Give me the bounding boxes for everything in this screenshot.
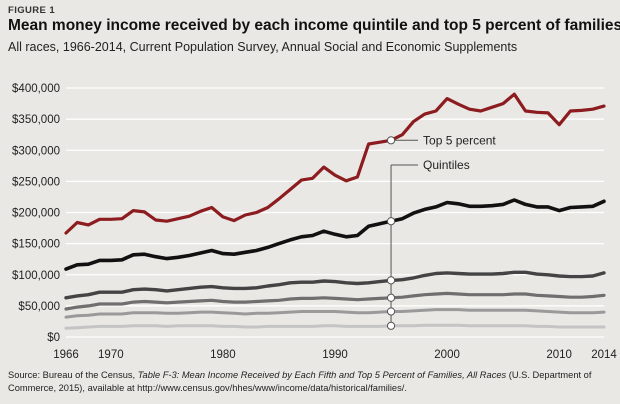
y-tick-label: $0 xyxy=(47,332,60,344)
series-line-second_quintile xyxy=(64,308,606,319)
series-line-highest_quintile xyxy=(64,198,606,271)
marker-top5 xyxy=(386,136,396,145)
x-tick-label: 1990 xyxy=(322,349,348,361)
source-note: Source: Bureau of the Census, Table F-3:… xyxy=(8,369,612,394)
source-suffix: (U.S. Department of Commerce, 2015), ava… xyxy=(8,370,592,393)
y-tick-label: $100,000 xyxy=(12,270,60,282)
top5-annotation-label: Top 5 percent xyxy=(423,133,496,147)
x-tick-label: 2010 xyxy=(546,349,572,361)
figure-label: FIGURE 1 xyxy=(8,5,56,16)
x-tick-label: 1966 xyxy=(53,349,79,361)
y-tick-label: $150,000 xyxy=(12,239,60,251)
series-line-third_quintile xyxy=(64,291,606,311)
marker-third_quintile xyxy=(386,293,396,302)
y-tick-label: $50,000 xyxy=(18,301,60,313)
x-tick-label: 1970 xyxy=(98,349,124,361)
marker-fourth_quintile xyxy=(386,276,396,285)
quintiles-annotation-label: Quintiles xyxy=(423,158,470,172)
line-chart: $0 $50,000 $100,000 $150,000 $200,000 $250,00… xyxy=(12,83,617,361)
marker-lowest_quintile xyxy=(386,321,396,330)
series-line-lowest_quintile xyxy=(64,323,606,330)
y-tick-label: $300,000 xyxy=(12,145,60,157)
source-prefix: Source: Bureau of the Census, xyxy=(8,370,138,380)
chart-title: Mean money income received by each incom… xyxy=(8,17,620,34)
x-tick-label: 1980 xyxy=(210,349,236,361)
source-table-title: Table F-3: Mean Income Received by Each … xyxy=(137,370,507,380)
marker-highest_quintile xyxy=(386,217,396,226)
chart-subtitle: All races, 1966-2014, Current Population… xyxy=(8,40,518,54)
series-line-top5 xyxy=(64,92,606,235)
x-tick-label: 2000 xyxy=(434,349,460,361)
series-line-fourth_quintile xyxy=(64,270,606,300)
y-tick-label: $400,000 xyxy=(12,83,60,95)
y-tick-label: $200,000 xyxy=(12,208,60,220)
x-tick-label: 2014 xyxy=(591,349,617,361)
marker-second_quintile xyxy=(386,307,396,316)
y-tick-label: $350,000 xyxy=(12,114,60,126)
y-tick-label: $250,000 xyxy=(12,176,60,188)
